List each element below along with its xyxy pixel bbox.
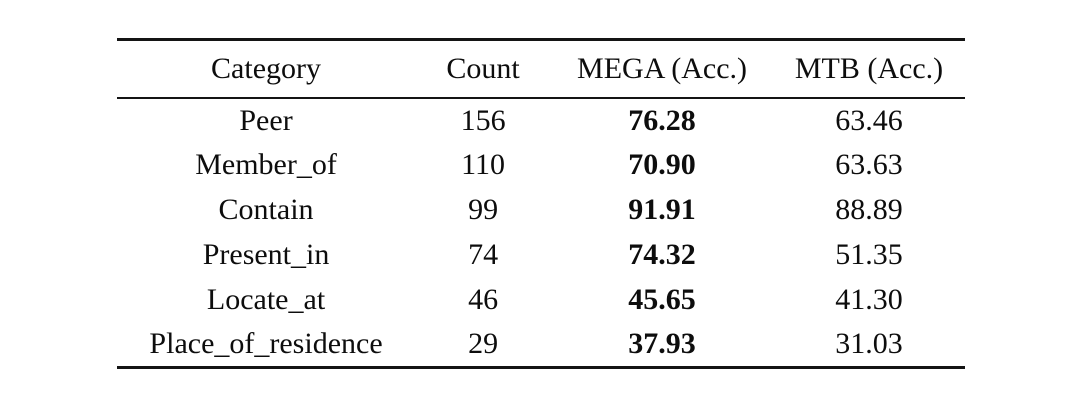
cell-category: Present_in — [202, 238, 330, 271]
cell-count: 156 — [460, 103, 506, 137]
cell-count: 110 — [461, 148, 506, 181]
table-row: Locate_at 46 45.65 41.30 — [117, 278, 965, 323]
cell-mtb-accuracy: 63.46 — [835, 103, 903, 137]
cell-count: 29 — [468, 327, 499, 361]
cell-mtb-accuracy: 31.03 — [835, 327, 903, 361]
cell-count: 74 — [468, 238, 499, 271]
cell-mtb-accuracy: 88.89 — [835, 193, 903, 226]
table-header-row: Category Count MEGA (Acc.) MTB (Acc.) — [117, 40, 965, 98]
cell-mega-accuracy: 76.28 — [628, 103, 696, 137]
cell-mega-accuracy: 37.93 — [628, 327, 696, 361]
cell-mtb-accuracy: 41.30 — [835, 283, 903, 316]
cell-mega-accuracy: 74.32 — [628, 238, 696, 271]
cell-count: 46 — [468, 283, 499, 316]
table-body: Peer 156 76.28 63.46 Member_of 110 70.90… — [117, 98, 965, 368]
cell-category: Member_of — [195, 148, 337, 181]
column-header-mtb: MTB (Acc.) — [794, 51, 944, 85]
table-row: Present_in 74 74.32 51.35 — [117, 233, 965, 278]
table-header: Category Count MEGA (Acc.) MTB (Acc.) — [117, 40, 965, 98]
table-row: Contain 99 91.91 88.89 — [117, 188, 965, 233]
column-header-mega: MEGA (Acc.) — [577, 51, 747, 85]
cell-mega-accuracy: 91.91 — [628, 193, 696, 226]
cell-category: Place_of_residence — [149, 327, 383, 361]
cell-mtb-accuracy: 63.63 — [835, 148, 903, 181]
cell-count: 99 — [468, 193, 499, 226]
column-header-count: Count — [446, 51, 520, 85]
cell-category: Locate_at — [206, 283, 326, 316]
table-row: Peer 156 76.28 63.46 — [117, 98, 965, 143]
cell-mega-accuracy: 70.90 — [628, 148, 696, 181]
cell-mtb-accuracy: 51.35 — [835, 238, 903, 271]
category-accuracy-table: Category Count MEGA (Acc.) MTB (Acc.) Pe… — [117, 38, 965, 369]
cell-mega-accuracy: 45.65 — [628, 283, 696, 316]
cell-category: Contain — [218, 193, 314, 226]
table-row: Place_of_residence 29 37.93 31.03 — [117, 323, 965, 368]
cell-category: Peer — [239, 103, 293, 137]
results-table-container: Category Count MEGA (Acc.) MTB (Acc.) Pe… — [117, 38, 965, 369]
column-header-category: Category — [211, 51, 322, 85]
table-row: Member_of 110 70.90 63.63 — [117, 143, 965, 188]
